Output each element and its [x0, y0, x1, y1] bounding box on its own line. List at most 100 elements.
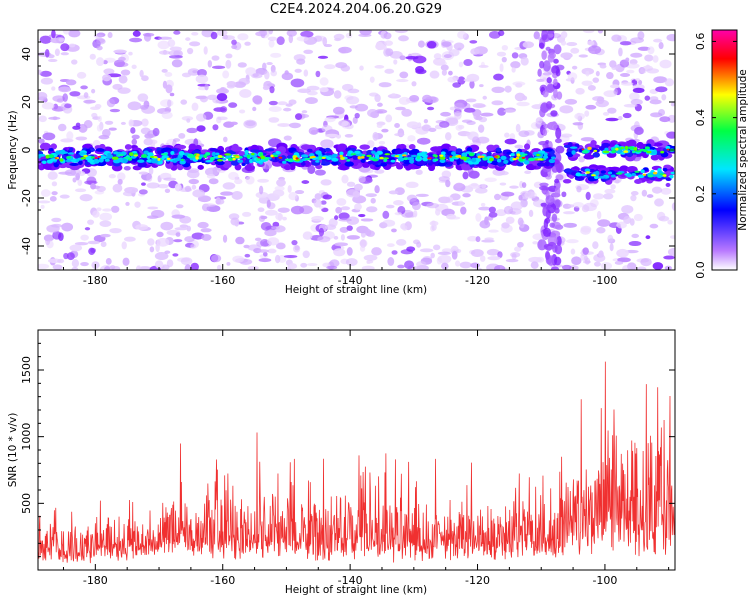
- spectrogram-blob: [190, 262, 200, 270]
- spectrogram-band-blob: [368, 156, 374, 161]
- spectrogram-blob: [475, 236, 481, 243]
- spectrogram-band-blob: [607, 171, 613, 175]
- spectrogram-blob: [56, 98, 64, 103]
- spectrogram-band-blob: [195, 156, 199, 160]
- spectrogram-blob: [391, 250, 398, 255]
- spectrogram-blob: [216, 30, 228, 37]
- spectrogram-blob: [451, 250, 458, 260]
- spectrogram-band-blob: [647, 174, 654, 178]
- spectrogram-blob: [276, 36, 285, 45]
- spectrogram-blob: [104, 120, 114, 125]
- spectrogram-blob: [374, 185, 380, 194]
- spectrogram-blob: [626, 69, 635, 74]
- spectrogram-band-blob: [637, 174, 645, 179]
- spectrogram-blob: [503, 109, 516, 113]
- spectrogram-blob: [515, 123, 521, 133]
- spectrogram-blob: [40, 77, 54, 85]
- spectrogram-blob: [358, 175, 366, 183]
- spectrogram-band-blob: [217, 154, 223, 159]
- spectrogram-blob: [102, 128, 111, 138]
- spectrogram-blob: [297, 88, 311, 94]
- spectrogram-band-blob: [380, 162, 388, 167]
- spectrogram-blob: [91, 112, 98, 118]
- spectrogram-blob: [538, 42, 545, 49]
- spectrogram-blob: [100, 233, 111, 238]
- spectrogram-blob: [441, 262, 449, 270]
- spectrogram-blob: [448, 49, 460, 57]
- spectrogram-blob: [346, 235, 360, 240]
- spectrogram-blob: [602, 111, 610, 116]
- spectrogram-blob: [156, 231, 164, 238]
- spectrogram-blob: [661, 94, 667, 101]
- spectrogram-blob: [669, 235, 675, 239]
- spectrogram-blob: [106, 98, 116, 108]
- spectrogram-blob: [423, 119, 429, 124]
- spectrogram-band-blob: [627, 139, 637, 147]
- spectrogram-blob: [44, 49, 50, 58]
- spectrogram-blob: [228, 171, 239, 181]
- colorbar-tick-label: 0.2: [694, 185, 707, 203]
- spectrogram-band-blob: [447, 161, 453, 166]
- spectrogram-blob: [38, 138, 45, 144]
- spectrogram-blob: [51, 181, 58, 187]
- spectrogram-band-blob: [646, 150, 652, 154]
- spectrogram-blob: [164, 107, 172, 113]
- spectrogram-blob: [633, 213, 643, 222]
- spectrogram-blob: [406, 194, 418, 202]
- spectrogram-blob: [447, 76, 457, 83]
- spectrogram-band-blob: [264, 148, 275, 152]
- spectrogram-band-blob: [330, 161, 339, 166]
- spectrogram-blob: [511, 52, 519, 59]
- spectrogram-band-blob: [371, 150, 376, 154]
- spectrogram-band-blob: [626, 173, 633, 178]
- spectrogram-blob: [184, 185, 192, 192]
- spectrogram-band-blob: [175, 157, 182, 162]
- spectrogram-band-blob: [593, 149, 598, 153]
- spectrogram-blob: [469, 80, 475, 89]
- spectrogram-blob: [385, 114, 393, 123]
- spectrogram-blob: [131, 138, 138, 146]
- spectrogram-band-blob: [466, 147, 473, 153]
- spectrogram-band-blob: [80, 157, 87, 160]
- spectrogram-blob: [353, 183, 363, 191]
- spectrogram-blob: [96, 124, 102, 132]
- spectrogram-blob: [623, 103, 638, 108]
- spectrogram-blob: [124, 186, 139, 194]
- spectrogram-blob: [530, 121, 542, 130]
- spectrogram-blob: [271, 225, 281, 230]
- spectrogram-blob: [616, 221, 627, 229]
- spectrogram-blob: [426, 202, 440, 209]
- spectrogram-blob: [305, 97, 318, 105]
- colorbar-label: Normalized spectral amplitude: [737, 69, 749, 230]
- spectrogram-blob: [462, 171, 469, 180]
- spectrogram-band-blob: [275, 150, 280, 154]
- spectrogram-blob: [69, 244, 83, 252]
- spectrogram-band-blob: [403, 157, 408, 161]
- spectrogram-blob: [567, 72, 578, 81]
- spectrogram-band-blob: [634, 179, 643, 184]
- spectrogram-blob: [51, 191, 58, 196]
- spectrogram-blob: [553, 58, 559, 64]
- spectrogram-blob: [71, 59, 78, 65]
- spectrogram-blob: [433, 244, 441, 251]
- spectrogram-blob: [75, 136, 88, 141]
- spectrogram-blob: [282, 216, 287, 221]
- spectrogram-blob: [592, 241, 599, 249]
- spectrogram-blob: [374, 94, 381, 103]
- spectrogram-blob: [105, 257, 112, 265]
- spectrogram-blob: [468, 170, 480, 179]
- spectrogram-blob: [509, 185, 519, 189]
- spectrogram-blob: [51, 30, 56, 39]
- spectrogram-band-blob: [451, 151, 456, 156]
- spectrogram-blob: [554, 138, 562, 144]
- spectrogram-blob: [38, 91, 48, 101]
- colorbar-gradient: [711, 29, 738, 271]
- snr-y-label: SNR (10 * v/v): [7, 413, 19, 488]
- spectrogram-band-blob: [340, 156, 345, 161]
- spectrogram-band-blob: [197, 164, 204, 170]
- spectrogram-blob: [375, 43, 386, 50]
- spectrogram-band-blob: [575, 172, 581, 177]
- spectrogram-blob: [487, 256, 501, 261]
- spectrogram-blob: [401, 225, 408, 231]
- spectrogram-blob: [39, 35, 52, 44]
